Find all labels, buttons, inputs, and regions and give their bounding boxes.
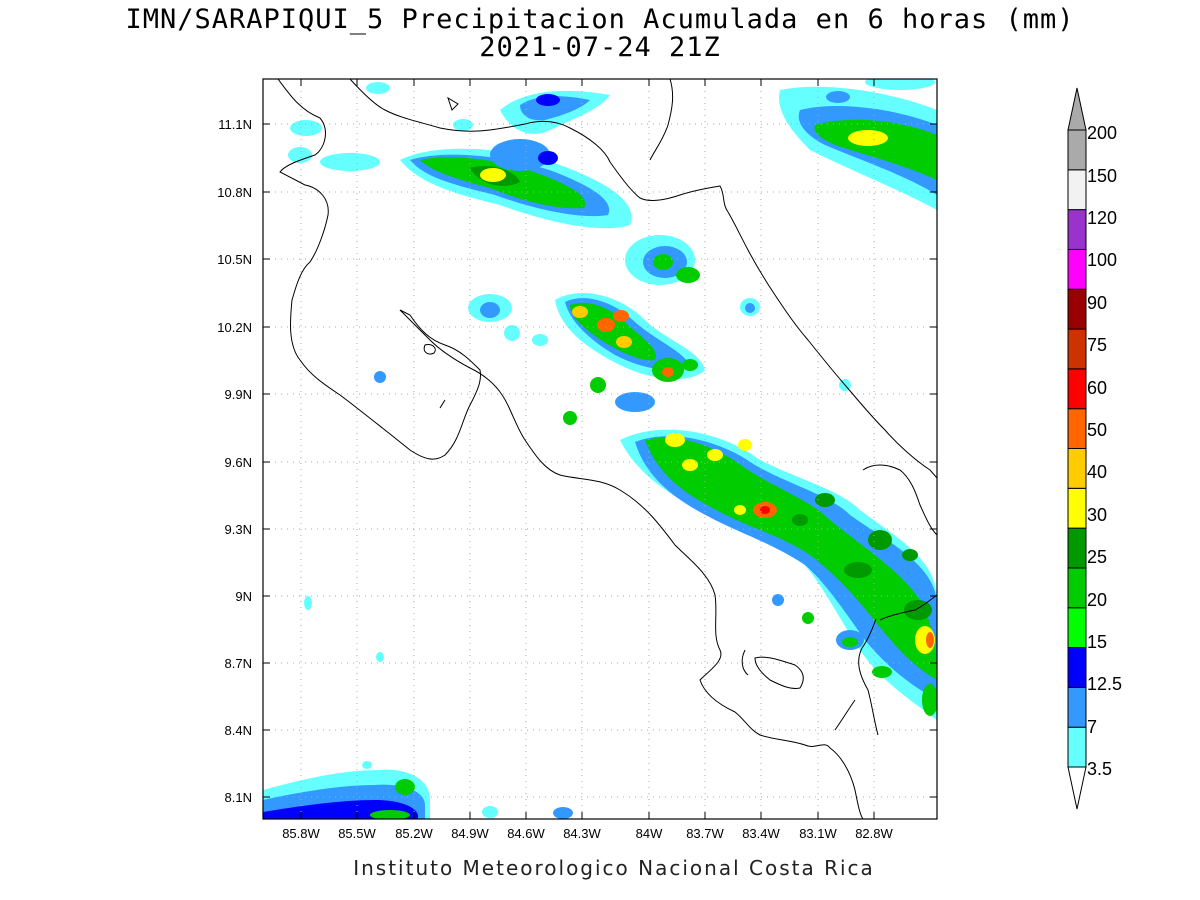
colorbar-swatch — [1067, 487, 1087, 529]
colorbar-label: 7 — [1087, 717, 1097, 737]
colorbar-boxes — [1067, 129, 1087, 768]
colorbar-label: 120 — [1087, 208, 1117, 228]
colorbar-swatch — [1067, 567, 1087, 609]
colorbar-label: 60 — [1087, 378, 1107, 398]
x-tick-label: 82.8W — [855, 826, 893, 841]
colorbar: 3.5 7 12.5 15 20 25 30 40 50 60 75 90 10… — [1067, 87, 1122, 810]
rain-cell-north-band — [288, 82, 632, 229]
colorbar-swatch — [1067, 448, 1087, 489]
colorbar-swatch — [1067, 726, 1087, 768]
y-tick-label: 10.8N — [217, 185, 252, 200]
footer-credit: Instituto Meteorologico Nacional Costa R… — [353, 856, 875, 880]
y-tick-label: 8.7N — [225, 656, 252, 671]
map-subtitle-date: 2021-07-24 21Z — [479, 32, 721, 63]
x-tick-label: 84.9W — [451, 826, 489, 841]
x-tick-label: 84.6W — [507, 826, 545, 841]
x-axis-labels: 85.8W 85.5W 85.2W 84.9W 84.6W 84.3W 84W … — [282, 826, 893, 841]
colorbar-swatch — [1067, 288, 1087, 330]
colorbar-label: 12.5 — [1087, 674, 1122, 694]
colorbar-label: 90 — [1087, 293, 1107, 313]
y-tick-label: 9.3N — [225, 522, 252, 537]
colorbar-swatch — [1067, 408, 1087, 450]
x-tick-label: 83.1W — [799, 826, 837, 841]
colorbar-label: 150 — [1087, 166, 1117, 186]
colorbar-swatch — [1067, 686, 1087, 728]
x-tick-label: 84.3W — [563, 826, 601, 841]
colorbar-swatch — [1067, 527, 1087, 569]
map-title: IMN/SARAPIQUI_5 Precipitacion Acumulada … — [125, 4, 1075, 35]
colorbar-label: 200 — [1087, 123, 1117, 143]
coastline-borders — [277, 79, 937, 819]
y-tick-label: 8.1N — [225, 790, 252, 805]
colorbar-label: 3.5 — [1087, 759, 1112, 779]
rain-cell-northeast — [779, 79, 937, 210]
colorbar-swatch — [1067, 368, 1087, 410]
map-frame — [262, 78, 938, 820]
y-tick-label: 9N — [235, 589, 252, 604]
x-tick-label: 84W — [636, 826, 663, 841]
rain-cell-southeast-chain — [620, 379, 937, 720]
y-tick-label: 10.2N — [217, 320, 252, 335]
x-tick-label: 85.2W — [395, 826, 433, 841]
rain-cell-central — [374, 235, 760, 425]
map-gridlines — [263, 79, 937, 819]
rain-cell-southwest — [263, 596, 573, 819]
colorbar-bottom-arrow — [1067, 766, 1087, 810]
colorbar-label: 30 — [1087, 505, 1107, 525]
x-tick-label: 85.5W — [338, 826, 376, 841]
colorbar-swatch — [1067, 328, 1087, 370]
colorbar-label: 100 — [1087, 250, 1117, 270]
axis-ticks — [263, 79, 937, 819]
y-tick-label: 8.4N — [225, 723, 252, 738]
colorbar-top-arrow — [1067, 87, 1087, 131]
colorbar-swatch — [1067, 169, 1087, 211]
colorbar-label: 15 — [1087, 632, 1107, 652]
colorbar-swatch — [1067, 607, 1087, 649]
y-tick-label: 9.6N — [225, 455, 252, 470]
colorbar-label: 75 — [1087, 335, 1107, 355]
colorbar-swatch — [1067, 129, 1087, 171]
colorbar-label: 25 — [1087, 547, 1107, 567]
x-tick-label: 83.7W — [686, 826, 724, 841]
y-tick-label: 9.9N — [225, 387, 252, 402]
colorbar-label: 20 — [1087, 590, 1107, 610]
colorbar-swatch — [1067, 647, 1087, 688]
colorbar-label: 50 — [1087, 420, 1107, 440]
colorbar-swatch — [1067, 209, 1087, 250]
colorbar-label: 40 — [1087, 462, 1107, 482]
y-tick-label: 10.5N — [217, 252, 252, 267]
precipitation-field — [263, 79, 937, 819]
y-axis-labels: 8.1N 8.4N 8.7N 9N 9.3N 9.6N 9.9N 10.2N 1… — [217, 117, 252, 805]
y-tick-label: 11.1N — [218, 117, 252, 132]
x-tick-label: 85.8W — [282, 826, 320, 841]
x-tick-label: 83.4W — [742, 826, 780, 841]
colorbar-swatch — [1067, 248, 1087, 290]
